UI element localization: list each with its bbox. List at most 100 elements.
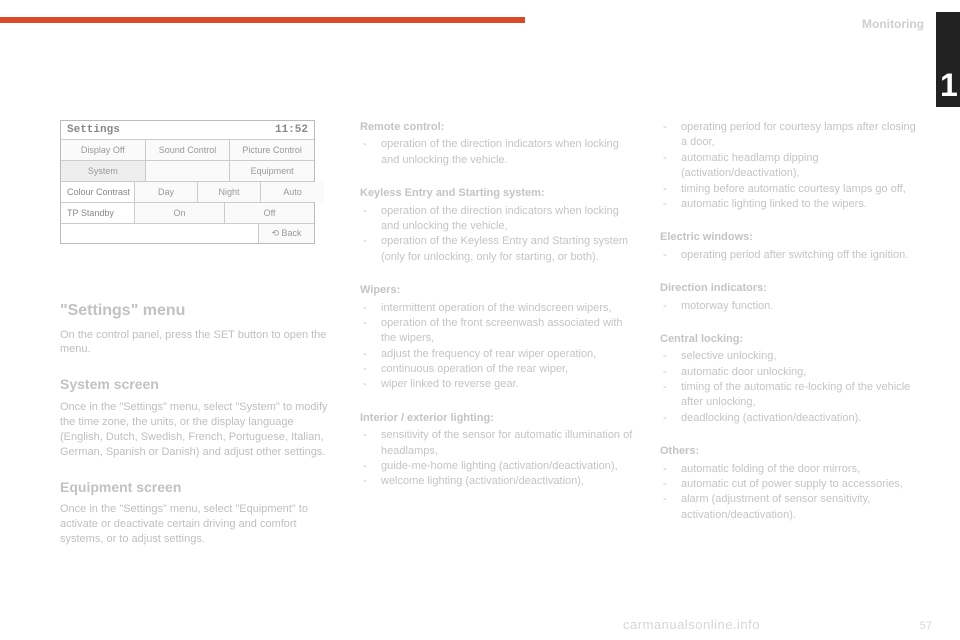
page: 1 Monitoring Settings 11:52 Display Off … [0, 0, 960, 640]
list: automatic folding of the door mirrors, a… [660, 462, 920, 524]
group-central: Central locking: selective unlocking, au… [660, 332, 920, 426]
panel-row: System Equipment [61, 160, 314, 181]
list-item: operating period for courtesy lamps afte… [660, 120, 920, 151]
panel-cell-selected[interactable]: System [61, 161, 146, 181]
list: sensitivity of the sensor for automatic … [360, 428, 635, 490]
list-text: operating period for courtesy lamps afte… [681, 120, 920, 151]
list-item: deadlocking (activation/deactivation). [660, 411, 920, 426]
list-text: welcome lighting (activation/deactivatio… [381, 474, 584, 489]
list-item: operating period after switching off the… [660, 248, 920, 263]
panel-cell [146, 161, 231, 181]
list-text: timing of the automatic re-locking of th… [681, 380, 920, 411]
group-title: Central locking: [660, 332, 920, 347]
heading-system-screen: System screen [60, 375, 330, 394]
list-text: automatic folding of the door mirrors, [681, 462, 860, 477]
list: selective unlocking, automatic door unlo… [660, 349, 920, 426]
list-item: operation of the direction indicators wh… [360, 204, 635, 235]
panel-cell[interactable]: Sound Control [146, 140, 231, 160]
panel-cell[interactable]: Auto [261, 182, 324, 202]
panel-cell[interactable]: Picture Control [230, 140, 314, 160]
list-text: automatic door unlocking, [681, 365, 806, 380]
settings-panel: Settings 11:52 Display Off Sound Control… [60, 120, 315, 244]
right-column: operating period for courtesy lamps afte… [660, 120, 920, 541]
list-text: operation of the front screenwash associ… [381, 316, 635, 347]
list-item: selective unlocking, [660, 349, 920, 364]
list-text: sensitivity of the sensor for automatic … [381, 428, 635, 459]
list-text: continuous operation of the rear wiper, [381, 362, 568, 377]
group-windows: Electric windows: operating period after… [660, 230, 920, 263]
para: Once in the "Settings" menu, select "Sys… [60, 400, 330, 459]
group-title: Electric windows: [660, 230, 920, 245]
section-label: Monitoring [862, 17, 924, 31]
back-button[interactable]: ⟲ Back [258, 224, 314, 243]
group-title: Remote control: [360, 120, 635, 135]
list-item: intermittent operation of the windscreen… [360, 301, 635, 316]
list-item: wiper linked to reverse gear. [360, 377, 635, 392]
panel-title-text: Settings [67, 124, 120, 136]
panel-cell[interactable]: Display Off [61, 140, 146, 160]
panel-titlebar: Settings 11:52 [61, 121, 314, 139]
accent-bar [0, 17, 525, 23]
list-item: continuous operation of the rear wiper, [360, 362, 635, 377]
list-text: alarm (adjustment of sensor sensitivity,… [681, 492, 920, 523]
list-text: automatic lighting linked to the wipers. [681, 197, 867, 212]
list: intermittent operation of the windscreen… [360, 301, 635, 393]
group-title: Interior / exterior lighting: [360, 411, 635, 426]
panel-cell[interactable]: Equipment [230, 161, 314, 181]
list-text: intermittent operation of the windscreen… [381, 301, 612, 316]
panel-cell[interactable]: Off [225, 203, 314, 223]
list-item: timing before automatic courtesy lamps g… [660, 182, 920, 197]
group-title: Keyless Entry and Starting system: [360, 186, 635, 201]
panel-row: Display Off Sound Control Picture Contro… [61, 139, 314, 160]
list-text: automatic headlamp dipping (activation/d… [681, 151, 920, 182]
list-item: automatic door unlocking, [660, 365, 920, 380]
list-text: motorway function. [681, 299, 773, 314]
panel-cell[interactable]: Day [135, 182, 198, 202]
middle-column: Remote control: operation of the directi… [360, 120, 635, 508]
group-remote: Remote control: operation of the directi… [360, 120, 635, 168]
list: operating period for courtesy lamps afte… [660, 120, 920, 212]
list: operation of the direction indicators wh… [360, 137, 635, 168]
group-lighting: Interior / exterior lighting: sensitivit… [360, 411, 635, 490]
list-item: sensitivity of the sensor for automatic … [360, 428, 635, 459]
panel-row: Colour Contrast Day Night Auto [61, 181, 314, 202]
list-item: automatic folding of the door mirrors, [660, 462, 920, 477]
list-item: automatic lighting linked to the wipers. [660, 197, 920, 212]
list: operation of the direction indicators wh… [360, 204, 635, 266]
list-item: motorway function. [660, 299, 920, 314]
group-title: Wipers: [360, 283, 635, 298]
list-item: timing of the automatic re-locking of th… [660, 380, 920, 411]
heading-settings-menu: "Settings" menu [60, 300, 330, 322]
panel-cell[interactable]: On [135, 203, 225, 223]
group-lighting-cont: operating period for courtesy lamps afte… [660, 120, 920, 212]
group-others: Others: automatic folding of the door mi… [660, 444, 920, 523]
para: On the control panel, press the SET butt… [60, 328, 330, 358]
list-text: selective unlocking, [681, 349, 776, 364]
group-title: Others: [660, 444, 920, 459]
list-item: operation of the direction indicators wh… [360, 137, 635, 168]
list-item: welcome lighting (activation/deactivatio… [360, 474, 635, 489]
left-column: "Settings" menu On the control panel, pr… [60, 300, 330, 547]
list-text: adjust the frequency of rear wiper opera… [381, 347, 596, 362]
panel-back-row: ⟲ Back [61, 223, 314, 243]
group-direction: Direction indicators: motorway function. [660, 281, 920, 314]
panel-row: TP Standby On Off [61, 202, 314, 223]
list-item: alarm (adjustment of sensor sensitivity,… [660, 492, 920, 523]
panel-clock: 11:52 [275, 124, 308, 136]
heading-equipment-screen: Equipment screen [60, 478, 330, 497]
settings-panel-figure: Settings 11:52 Display Off Sound Control… [60, 120, 320, 244]
list: motorway function. [660, 299, 920, 314]
list-text: deadlocking (activation/deactivation). [681, 411, 861, 426]
panel-row-label: TP Standby [61, 203, 135, 223]
page-number: 57 [920, 620, 932, 632]
panel-cell[interactable]: Night [198, 182, 261, 202]
watermark: carmanualsonline.info [623, 617, 760, 632]
list-text: operation of the Keyless Entry and Start… [381, 234, 635, 265]
list-item: automatic headlamp dipping (activation/d… [660, 151, 920, 182]
list-text: automatic cut of power supply to accesso… [681, 477, 903, 492]
list: operating period after switching off the… [660, 248, 920, 263]
list-text: operating period after switching off the… [681, 248, 908, 263]
list-text: wiper linked to reverse gear. [381, 377, 519, 392]
list-item: guide-me-home lighting (activation/deact… [360, 459, 635, 474]
group-keyless: Keyless Entry and Starting system: opera… [360, 186, 635, 265]
